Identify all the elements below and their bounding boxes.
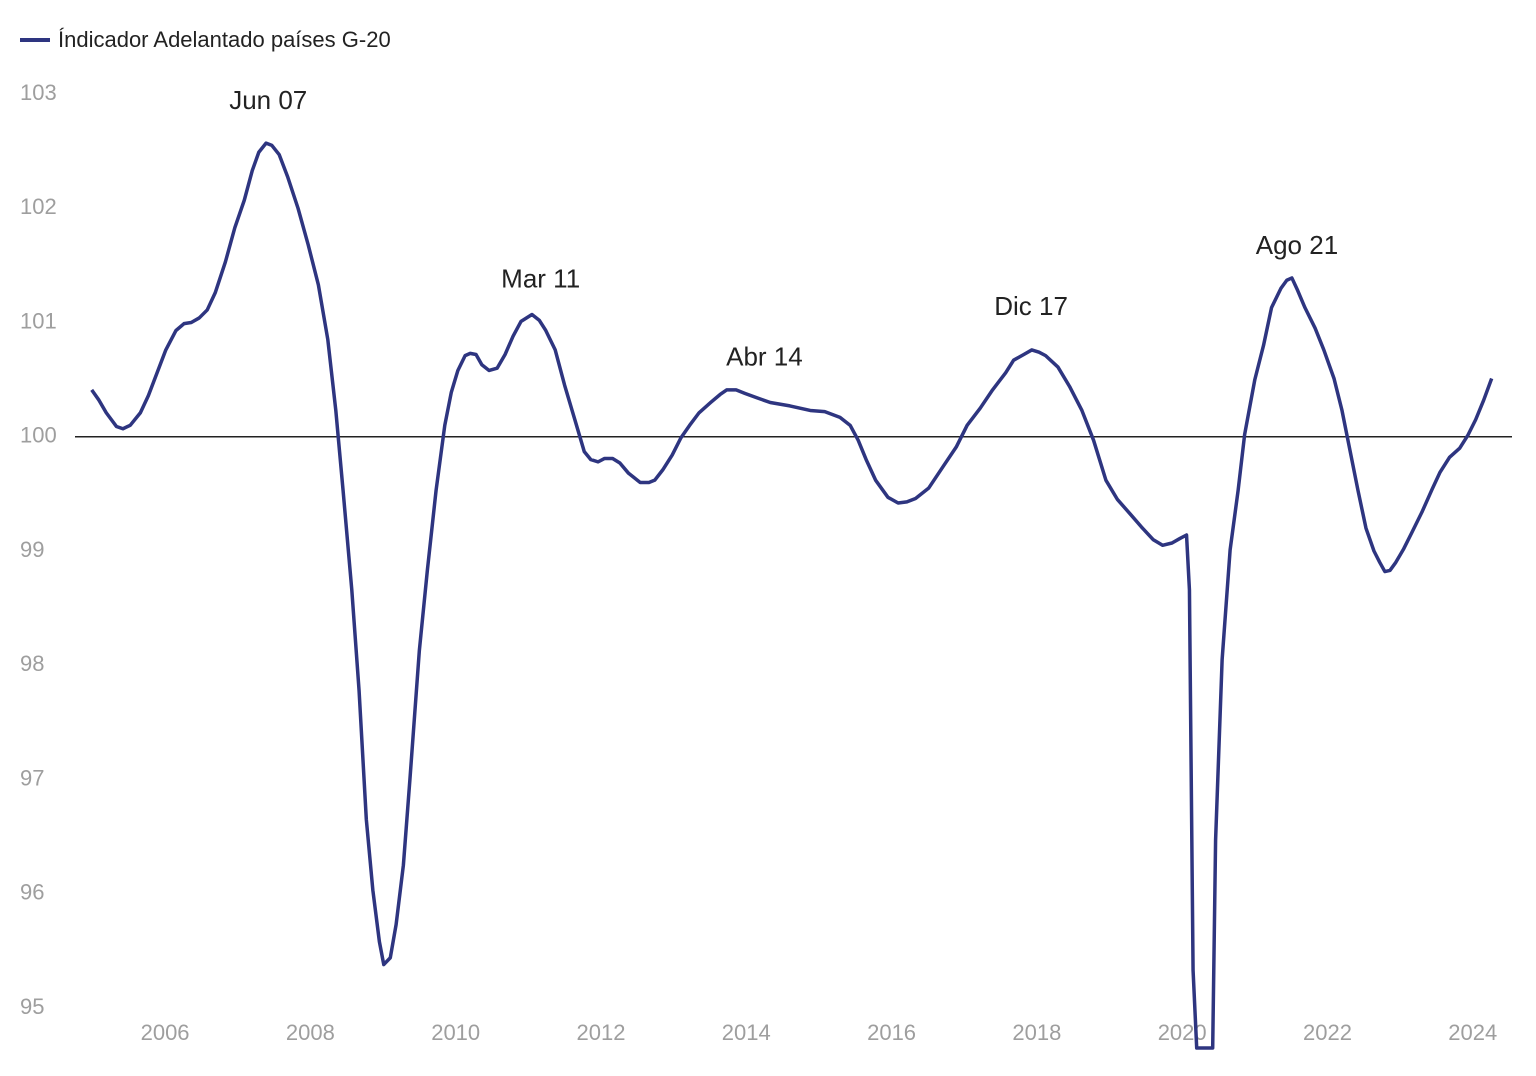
x-tick-label: 2020: [1158, 1020, 1207, 1045]
y-tick-label: 101: [20, 308, 57, 333]
y-tick-label: 99: [20, 537, 44, 562]
y-tick-label: 95: [20, 994, 44, 1019]
y-tick-label: 100: [20, 423, 57, 448]
y-tick-label: 102: [20, 194, 57, 219]
y-tick-label: 103: [20, 80, 57, 105]
annotation: Abr 14: [726, 341, 803, 371]
legend-label: Índicador Adelantado países G-20: [58, 27, 391, 52]
annotation: Jun 07: [229, 85, 307, 115]
annotation: Ago 21: [1256, 230, 1338, 260]
x-tick-label: 2008: [286, 1020, 335, 1045]
x-tick-label: 2012: [577, 1020, 626, 1045]
annotation: Dic 17: [994, 291, 1068, 321]
x-tick-label: 2024: [1448, 1020, 1497, 1045]
y-tick-label: 96: [20, 880, 44, 905]
x-tick-label: 2022: [1303, 1020, 1352, 1045]
series-line: [90, 141, 1494, 1050]
annotation: Mar 11: [501, 263, 580, 293]
x-tick-label: 2006: [141, 1020, 190, 1045]
x-tick-label: 2010: [431, 1020, 480, 1045]
x-tick-label: 2018: [1012, 1020, 1061, 1045]
y-tick-label: 97: [20, 765, 44, 790]
y-tick-label: 98: [20, 651, 44, 676]
x-tick-label: 2014: [722, 1020, 771, 1045]
x-tick-label: 2016: [867, 1020, 916, 1045]
